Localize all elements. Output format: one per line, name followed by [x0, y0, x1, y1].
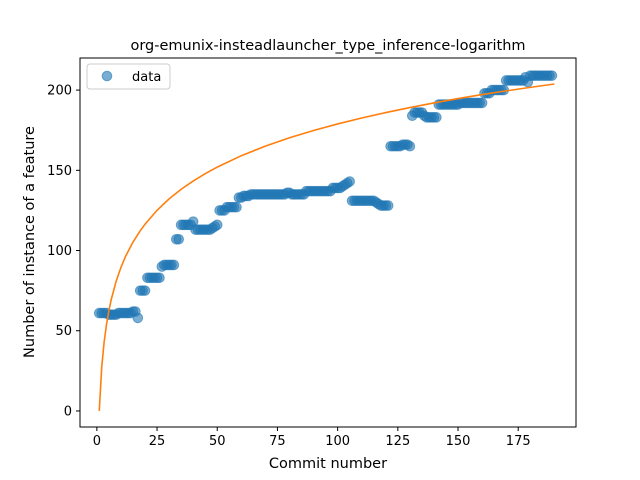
fit-line — [98, 83, 555, 412]
data-point — [154, 272, 165, 284]
y-tick-label: 50 — [55, 324, 72, 339]
chart-title: org-emunix-insteadlauncher_type_inferenc… — [130, 38, 525, 54]
x-tick-label: 100 — [325, 434, 350, 449]
data-point — [344, 176, 355, 187]
x-tick-label: 25 — [149, 434, 166, 449]
x-tick-label: 75 — [269, 434, 286, 449]
data-point — [476, 97, 488, 109]
data-point — [168, 259, 180, 271]
data-point — [132, 312, 144, 324]
legend-marker-data — [101, 70, 113, 82]
legend-label-data: data — [132, 70, 161, 85]
x-tick-label: 0 — [93, 434, 101, 449]
data-point — [382, 200, 394, 211]
data-point — [139, 285, 151, 296]
data-point — [211, 219, 223, 231]
legend: data — [86, 63, 171, 90]
x-tick-label: 50 — [209, 434, 226, 449]
data-point — [431, 112, 442, 123]
x-axis-label: Commit number — [269, 456, 387, 472]
x-tick-label: 150 — [446, 434, 471, 449]
y-tick-label: 150 — [47, 164, 72, 179]
y-axis-label: Number of instance of a feature — [22, 126, 38, 358]
x-axis: 0 25 50 75 100 125 150 175 — [93, 427, 531, 449]
plot-area — [93, 70, 558, 412]
y-tick-label: 200 — [47, 84, 72, 99]
x-tick-label: 175 — [506, 434, 531, 449]
x-tick-label: 125 — [385, 434, 410, 449]
data-point — [404, 140, 416, 152]
axes-frame — [79, 57, 577, 428]
y-axis: 0 50 100 150 200 — [47, 84, 80, 419]
y-tick-label: 100 — [47, 244, 72, 259]
data-point — [173, 233, 185, 245]
legend-box — [86, 63, 171, 90]
y-tick-label: 0 — [64, 404, 72, 419]
data-point — [546, 70, 558, 81]
data-point — [231, 201, 242, 213]
